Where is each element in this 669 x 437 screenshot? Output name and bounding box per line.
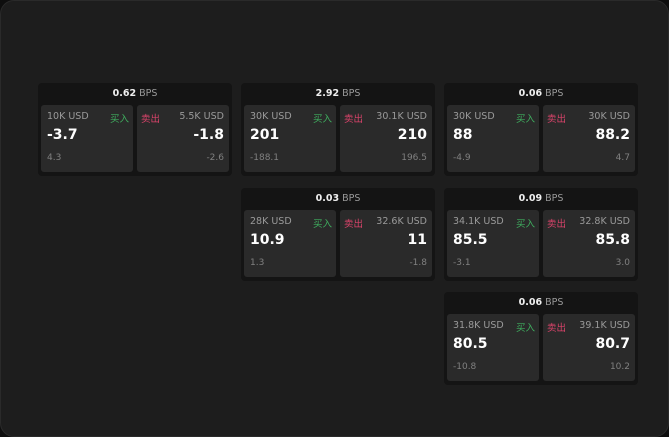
sell-change: 196.5 bbox=[401, 153, 427, 163]
spread-value: 0.62 bbox=[112, 88, 137, 99]
sell-quantity: 30.1K USD bbox=[376, 111, 427, 122]
buy-price: 85.5 bbox=[453, 232, 488, 248]
sell-change: 3.0 bbox=[615, 258, 630, 268]
spread-unit: BPS bbox=[545, 297, 564, 308]
buy-label: 买入 bbox=[515, 219, 535, 230]
sell-label: 卖出 bbox=[547, 219, 567, 230]
spread-unit: BPS bbox=[342, 193, 361, 204]
sell-button[interactable]: 卖出 39.1K USD 80.7 10.2 bbox=[543, 314, 635, 381]
buy-change: -188.1 bbox=[250, 153, 280, 163]
sell-quantity: 5.5K USD bbox=[179, 111, 224, 122]
buy-quantity: 30K USD bbox=[250, 111, 292, 122]
spread-unit: BPS bbox=[139, 88, 158, 99]
spread-header: 0.09 BPS bbox=[444, 188, 638, 210]
sell-change: 10.2 bbox=[609, 362, 630, 372]
buy-quantity: 10K USD bbox=[47, 111, 89, 122]
spread-value: 0.09 bbox=[518, 193, 543, 204]
sell-price: 80.7 bbox=[595, 336, 630, 352]
spread-header: 0.06 BPS bbox=[444, 292, 638, 314]
sell-price: -1.8 bbox=[193, 127, 224, 143]
buy-label: 买入 bbox=[515, 323, 535, 334]
sell-price: 88.2 bbox=[595, 127, 630, 143]
quote-card: 0.62 BPS 10K USD 买入 -3.7 4.3 卖出 5.5K USD… bbox=[38, 83, 232, 176]
quote-card: 0.03 BPS 28K USD 买入 10.9 1.3 卖出 32.6K US… bbox=[241, 188, 435, 281]
sell-button[interactable]: 卖出 32.8K USD 85.8 3.0 bbox=[543, 210, 635, 277]
sell-button[interactable]: 卖出 5.5K USD -1.8 -2.6 bbox=[137, 105, 229, 172]
buy-change: -10.8 bbox=[453, 362, 477, 372]
sell-change: -2.6 bbox=[206, 153, 224, 163]
quote-card: 0.06 BPS 31.8K USD 买入 80.5 -10.8 卖出 39.1… bbox=[444, 292, 638, 385]
sell-quantity: 32.6K USD bbox=[376, 216, 427, 227]
spread-value: 0.06 bbox=[518, 297, 543, 308]
quote-card: 2.92 BPS 30K USD 买入 201 -188.1 卖出 30.1K … bbox=[241, 83, 435, 176]
buy-label: 买入 bbox=[312, 114, 332, 125]
sell-button[interactable]: 卖出 30K USD 88.2 4.7 bbox=[543, 105, 635, 172]
buy-label: 买入 bbox=[515, 114, 535, 125]
sell-price: 210 bbox=[397, 127, 427, 143]
sell-label: 卖出 bbox=[344, 114, 364, 125]
sell-label: 卖出 bbox=[547, 114, 567, 125]
buy-button[interactable]: 30K USD 买入 201 -188.1 bbox=[244, 105, 336, 172]
spread-unit: BPS bbox=[545, 88, 564, 99]
buy-change: 4.3 bbox=[47, 153, 62, 163]
buy-quantity: 28K USD bbox=[250, 216, 292, 227]
buy-button[interactable]: 10K USD 买入 -3.7 4.3 bbox=[41, 105, 133, 172]
spread-header: 0.06 BPS bbox=[444, 83, 638, 105]
buy-price: 201 bbox=[250, 127, 280, 143]
buy-price: 88 bbox=[453, 127, 473, 143]
sell-price: 11 bbox=[407, 232, 427, 248]
sell-quantity: 32.8K USD bbox=[579, 216, 630, 227]
buy-change: -3.1 bbox=[453, 258, 471, 268]
buy-quantity: 30K USD bbox=[453, 111, 495, 122]
buy-label: 买入 bbox=[109, 114, 129, 125]
spread-unit: BPS bbox=[342, 88, 361, 99]
spread-header: 2.92 BPS bbox=[241, 83, 435, 105]
spread-header: 0.03 BPS bbox=[241, 188, 435, 210]
spread-header: 0.62 BPS bbox=[38, 83, 232, 105]
buy-quantity: 31.8K USD bbox=[453, 320, 504, 331]
sell-button[interactable]: 卖出 32.6K USD 11 -1.8 bbox=[340, 210, 432, 277]
buy-label: 买入 bbox=[312, 219, 332, 230]
sell-button[interactable]: 卖出 30.1K USD 210 196.5 bbox=[340, 105, 432, 172]
sell-change: -1.8 bbox=[409, 258, 427, 268]
buy-price: -3.7 bbox=[47, 127, 78, 143]
sell-change: 4.7 bbox=[615, 153, 630, 163]
quote-card: 0.09 BPS 34.1K USD 买入 85.5 -3.1 卖出 32.8K… bbox=[444, 188, 638, 281]
sell-label: 卖出 bbox=[344, 219, 364, 230]
buy-change: -4.9 bbox=[453, 153, 471, 163]
buy-price: 80.5 bbox=[453, 336, 488, 352]
sell-label: 卖出 bbox=[141, 114, 161, 125]
spread-value: 0.03 bbox=[315, 193, 340, 204]
spread-value: 0.06 bbox=[518, 88, 543, 99]
sell-label: 卖出 bbox=[547, 323, 567, 334]
spread-unit: BPS bbox=[545, 193, 564, 204]
sell-price: 85.8 bbox=[595, 232, 630, 248]
buy-button[interactable]: 30K USD 买入 88 -4.9 bbox=[447, 105, 539, 172]
buy-button[interactable]: 31.8K USD 买入 80.5 -10.8 bbox=[447, 314, 539, 381]
sell-quantity: 30K USD bbox=[588, 111, 630, 122]
buy-price: 10.9 bbox=[250, 232, 285, 248]
quote-card: 0.06 BPS 30K USD 买入 88 -4.9 卖出 30K USD 8… bbox=[444, 83, 638, 176]
spread-value: 2.92 bbox=[315, 88, 340, 99]
buy-quantity: 34.1K USD bbox=[453, 216, 504, 227]
buy-button[interactable]: 28K USD 买入 10.9 1.3 bbox=[244, 210, 336, 277]
buy-button[interactable]: 34.1K USD 买入 85.5 -3.1 bbox=[447, 210, 539, 277]
sell-quantity: 39.1K USD bbox=[579, 320, 630, 331]
buy-change: 1.3 bbox=[250, 258, 265, 268]
